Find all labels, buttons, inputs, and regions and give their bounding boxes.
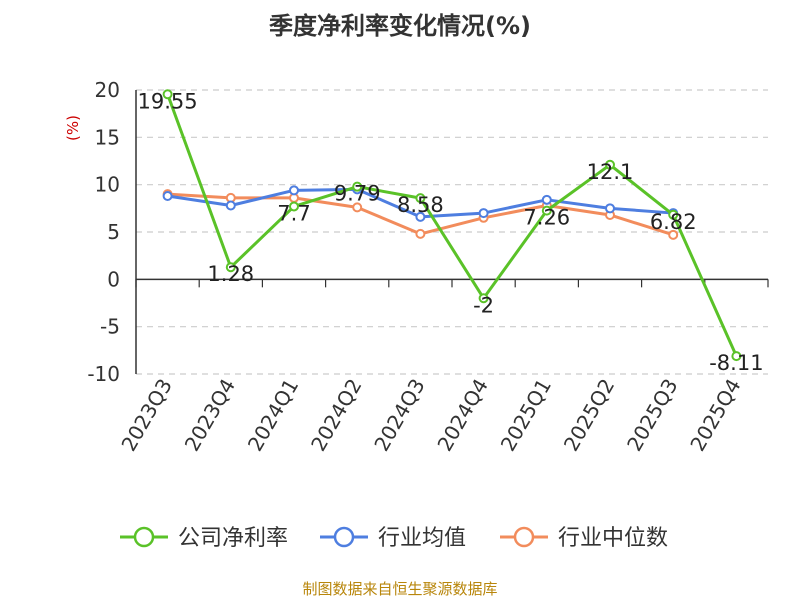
data-point[interactable] — [731, 351, 742, 362]
y-tick-label: -10 — [87, 362, 120, 386]
y-axis-label: (%) — [64, 115, 82, 141]
x-tick-label: 2024Q2 — [306, 375, 366, 456]
x-tick-label: 2023Q3 — [116, 375, 176, 456]
data-label: 7.7 — [277, 201, 310, 225]
data-label: 6.82 — [650, 210, 697, 234]
data-label: 9.79 — [334, 182, 381, 206]
data-point[interactable] — [478, 208, 489, 219]
data-point[interactable] — [225, 200, 236, 211]
series-line — [166, 93, 738, 357]
legend-item[interactable]: 行业中位数 — [500, 526, 668, 551]
legend-label: 行业均值 — [378, 526, 466, 551]
x-tick-label: 2023Q4 — [180, 375, 240, 456]
data-point[interactable] — [415, 228, 426, 239]
data-label: 8.58 — [397, 193, 444, 217]
legend[interactable]: 公司净利率 行业均值 行业中位数 — [120, 526, 668, 551]
y-tick-label: 5 — [107, 220, 120, 244]
y-tick-label: 0 — [107, 267, 120, 291]
x-tick-label: 2025Q4 — [685, 375, 745, 456]
data-point[interactable] — [668, 229, 679, 240]
legend-item[interactable]: 行业均值 — [320, 526, 466, 551]
data-labels: 19.55 1.28 7.7 9.79 8.58 -2 7.26 12.1 6.82 -8.11 — [138, 89, 764, 375]
data-point[interactable] — [162, 191, 173, 202]
data-point[interactable] — [668, 209, 679, 220]
data-point[interactable] — [289, 185, 299, 196]
data-point[interactable] — [541, 205, 552, 216]
data-label: -8.11 — [709, 351, 763, 375]
y-tick-label: 10 — [95, 173, 120, 197]
data-label: 1.28 — [207, 262, 254, 286]
x-tick-label: 2024Q1 — [243, 375, 303, 456]
legend-label: 公司净利率 — [178, 526, 288, 551]
legend-label: 行业中位数 — [558, 526, 668, 551]
x-tick-label: 2025Q3 — [622, 375, 682, 456]
x-tick-label: 2025Q1 — [496, 375, 556, 456]
data-point[interactable] — [415, 193, 426, 204]
data-point[interactable] — [478, 293, 489, 304]
legend-marker — [513, 526, 535, 548]
x-tick-label: 2024Q3 — [369, 375, 429, 456]
data-point[interactable] — [225, 262, 236, 273]
data-point[interactable] — [541, 194, 552, 205]
series-公司净利率 — [162, 89, 742, 362]
data-point[interactable] — [289, 201, 299, 212]
data-point[interactable] — [352, 181, 363, 192]
x-tick-label: 2024Q4 — [432, 374, 492, 455]
data-label: 12.1 — [587, 160, 634, 184]
legend-marker — [333, 526, 355, 548]
data-label: 19.55 — [138, 89, 198, 113]
y-tick-label: 15 — [95, 125, 120, 149]
data-point[interactable] — [605, 159, 615, 170]
legend-item[interactable]: 公司净利率 — [120, 526, 288, 551]
data-point[interactable] — [605, 203, 615, 214]
data-label: -2 — [473, 293, 494, 317]
data-source-note: 制图数据来自恒生聚源数据库 — [302, 580, 497, 598]
y-tick-label: 20 — [95, 78, 120, 102]
data-point[interactable] — [415, 211, 426, 222]
series — [162, 89, 742, 362]
data-label: 7.26 — [523, 206, 570, 230]
x-tick-label: 2025Q2 — [559, 375, 619, 456]
chart-title: 季度净利率变化情况(%) — [269, 12, 531, 40]
y-tick-label: -5 — [100, 315, 120, 339]
data-point[interactable] — [162, 89, 173, 100]
data-point[interactable] — [352, 202, 363, 213]
legend-marker — [133, 526, 155, 548]
